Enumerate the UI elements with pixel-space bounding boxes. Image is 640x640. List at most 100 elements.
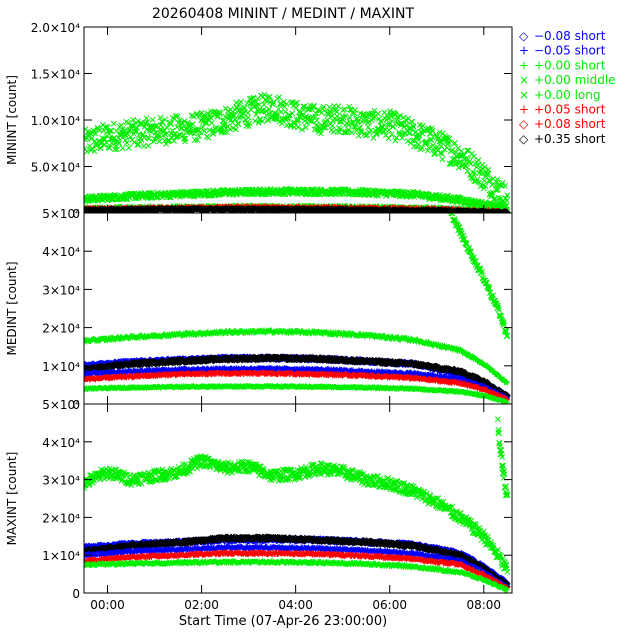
data-point bbox=[231, 112, 238, 119]
data-point bbox=[265, 117, 272, 124]
data-point bbox=[462, 240, 469, 247]
chart-title: 20260408 MININT / MEDINT / MAXINT bbox=[152, 6, 414, 22]
data-point bbox=[404, 138, 411, 145]
data-point bbox=[458, 229, 465, 236]
data-point bbox=[294, 99, 300, 106]
data-point bbox=[146, 190, 153, 196]
data-point bbox=[344, 120, 351, 127]
data-point bbox=[238, 98, 244, 105]
data-point bbox=[329, 122, 336, 129]
data-point bbox=[470, 153, 477, 160]
data-point bbox=[144, 119, 151, 125]
data-point bbox=[445, 141, 452, 147]
data-point bbox=[246, 120, 253, 127]
data-point bbox=[464, 168, 471, 174]
data-point bbox=[415, 141, 422, 148]
data-point bbox=[234, 104, 241, 111]
data-point bbox=[264, 98, 271, 105]
data-point bbox=[416, 132, 423, 139]
data-point bbox=[334, 128, 341, 135]
data-point bbox=[479, 268, 485, 275]
data-point bbox=[101, 142, 108, 149]
data-point bbox=[319, 105, 326, 112]
data-point bbox=[386, 121, 393, 128]
data-point bbox=[425, 144, 432, 151]
data-point bbox=[196, 133, 203, 139]
data-point bbox=[438, 150, 445, 157]
data-point bbox=[167, 121, 174, 128]
data-point bbox=[473, 258, 480, 265]
y-tick-label: 5.0×10⁴ bbox=[31, 161, 80, 175]
data-point bbox=[419, 145, 425, 152]
data-point bbox=[485, 166, 492, 173]
data-point bbox=[449, 147, 456, 153]
data-point bbox=[263, 112, 270, 119]
data-point bbox=[145, 142, 152, 149]
data-point bbox=[208, 120, 215, 126]
data-point bbox=[220, 117, 227, 124]
y-axis-label: MININT [count] bbox=[5, 75, 19, 165]
data-point bbox=[455, 164, 462, 171]
data-point bbox=[489, 189, 496, 196]
data-point bbox=[134, 141, 141, 148]
data-point bbox=[468, 150, 475, 157]
data-point bbox=[452, 140, 458, 146]
data-point bbox=[197, 129, 204, 136]
data-point bbox=[471, 170, 478, 176]
data-point bbox=[467, 160, 474, 167]
data-point bbox=[217, 111, 223, 117]
data-point bbox=[439, 156, 446, 163]
data-point bbox=[451, 216, 458, 223]
data-point bbox=[108, 127, 115, 134]
data-point bbox=[256, 101, 263, 108]
data-point bbox=[91, 148, 98, 155]
data-point bbox=[302, 124, 309, 131]
data-point bbox=[252, 118, 259, 124]
y-tick-label: 1.5×10⁴ bbox=[31, 68, 80, 82]
data-point bbox=[458, 152, 465, 159]
data-point bbox=[423, 138, 430, 145]
data-point bbox=[494, 176, 501, 183]
data-point bbox=[156, 138, 163, 145]
data-point bbox=[503, 328, 510, 334]
data-point bbox=[301, 103, 308, 110]
data-point bbox=[106, 144, 113, 151]
data-point bbox=[173, 133, 180, 140]
data-point bbox=[123, 139, 130, 146]
data-point bbox=[295, 124, 301, 131]
data-point bbox=[152, 123, 159, 130]
data-point bbox=[229, 119, 236, 126]
data-point bbox=[447, 161, 454, 168]
data-point bbox=[320, 124, 327, 131]
data-point bbox=[203, 120, 210, 127]
series--0-00-middle bbox=[84, 327, 510, 386]
data-point bbox=[134, 118, 141, 124]
data-point bbox=[459, 161, 466, 168]
data-point bbox=[110, 120, 117, 127]
data-point bbox=[504, 332, 511, 339]
data-point bbox=[407, 129, 413, 136]
data-point bbox=[501, 203, 508, 210]
data-point bbox=[389, 117, 396, 124]
data-point bbox=[333, 116, 340, 123]
data-point bbox=[245, 114, 252, 121]
data-point bbox=[481, 177, 488, 184]
data-point bbox=[504, 192, 511, 199]
data-point bbox=[119, 145, 126, 152]
data-point bbox=[355, 132, 362, 139]
data-point bbox=[149, 116, 156, 123]
data-point bbox=[174, 113, 181, 120]
data-point bbox=[366, 129, 373, 136]
data-point bbox=[345, 126, 352, 133]
data-point bbox=[140, 143, 147, 150]
data-point bbox=[241, 104, 248, 111]
data-point bbox=[288, 99, 295, 106]
data-point bbox=[495, 304, 502, 311]
data-point bbox=[481, 164, 488, 171]
data-point bbox=[344, 128, 351, 135]
data-point bbox=[224, 108, 231, 115]
data-point bbox=[388, 131, 395, 138]
data-point bbox=[446, 135, 453, 142]
